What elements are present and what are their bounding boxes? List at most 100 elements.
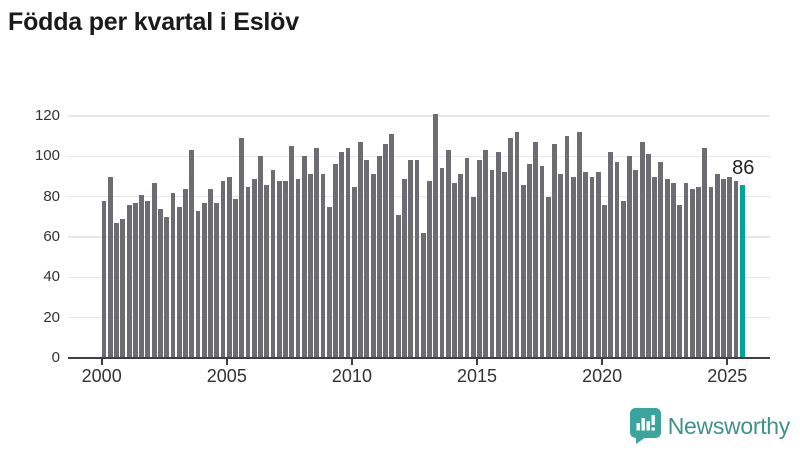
x-tick-mark: [350, 359, 353, 365]
bar: [614, 162, 620, 358]
x-tick-mark: [476, 359, 479, 365]
bar: [339, 152, 345, 358]
bar: [583, 172, 589, 358]
bar: [314, 148, 320, 358]
bar: [721, 178, 726, 358]
y-tick-label: 120: [34, 107, 60, 124]
bar: [452, 182, 457, 358]
bar: [664, 178, 670, 358]
bar: [345, 148, 351, 358]
bar: [633, 170, 639, 358]
bar: [270, 170, 276, 358]
bar: [689, 188, 695, 358]
bar: [351, 186, 357, 358]
bar: [189, 150, 195, 358]
x-tick-mark: [726, 359, 729, 365]
newsworthy-bars-icon: [629, 408, 661, 444]
bar: [477, 160, 482, 358]
x-tick-label: 2000: [81, 366, 122, 386]
bar: [176, 206, 182, 358]
bar: [714, 174, 720, 358]
bar: [158, 208, 163, 358]
bar: [245, 186, 251, 358]
bar: [520, 184, 526, 358]
bar: [258, 156, 263, 358]
bar: [658, 162, 664, 358]
brand-name: Newsworthy: [667, 412, 791, 439]
bar: [608, 152, 614, 358]
bar: [164, 216, 170, 358]
bar: [433, 113, 439, 358]
bar: [508, 138, 514, 358]
bar: [283, 180, 288, 358]
bar: [627, 156, 632, 358]
y-tick-label: 40: [43, 268, 60, 286]
bar: [101, 200, 107, 358]
bar: [264, 184, 270, 358]
bar: [383, 144, 389, 358]
bar: [376, 156, 382, 358]
bar: [308, 174, 313, 358]
bar: [408, 160, 414, 358]
bar: [201, 202, 207, 358]
newsworthy-logo[interactable]: Newsworthy: [629, 408, 791, 444]
bar: [427, 180, 432, 358]
bar: [620, 200, 626, 358]
x-axis-line: [68, 357, 770, 360]
bar-highlighted: [739, 184, 745, 358]
bar: [120, 218, 126, 358]
bar: [545, 196, 551, 358]
bar: [552, 144, 557, 358]
bar: [733, 180, 739, 358]
bar: [489, 170, 495, 358]
bar: [239, 138, 245, 358]
bar: [502, 172, 507, 358]
bar: [458, 174, 464, 358]
bar: [602, 204, 607, 358]
x-tick-label: 2010: [331, 366, 372, 386]
bar: [564, 136, 570, 358]
bar: [139, 194, 145, 358]
bar: [470, 196, 476, 358]
bar: [289, 146, 295, 358]
x-tick-mark: [225, 359, 228, 365]
x-tick-mark: [601, 359, 604, 365]
bar: [251, 178, 257, 358]
bar: [151, 182, 157, 358]
last-value-label: 86: [732, 156, 755, 179]
bar: [514, 132, 520, 358]
bar: [333, 164, 338, 358]
bar: [483, 150, 489, 358]
bar: [233, 198, 238, 358]
bar: [358, 142, 363, 358]
x-tick-label: 2025: [707, 366, 748, 386]
bar: [126, 204, 132, 358]
bar: [727, 176, 733, 358]
bar: [170, 192, 176, 358]
x-tick-label: 2020: [582, 366, 623, 386]
bar: [677, 204, 683, 358]
y-tick-label: 20: [43, 308, 60, 326]
y-tick-label: 0: [51, 349, 60, 366]
bar: [301, 156, 307, 358]
bar: [114, 222, 119, 358]
bar: [395, 214, 401, 358]
bar: [589, 176, 595, 358]
bar: [683, 182, 689, 358]
bar: [420, 232, 426, 358]
bar: [364, 160, 370, 358]
bar: [670, 182, 676, 358]
bar: [445, 150, 451, 358]
bar: [595, 172, 601, 358]
bar: [389, 134, 395, 358]
bar: [183, 188, 188, 358]
bar: [320, 174, 326, 358]
bar: [652, 176, 658, 358]
bar: [326, 206, 332, 358]
chart-title: Födda per kvartal i Eslöv: [8, 8, 299, 36]
bar: [214, 202, 220, 358]
bar: [401, 178, 407, 358]
bar: [208, 188, 213, 358]
bar: [558, 174, 564, 358]
